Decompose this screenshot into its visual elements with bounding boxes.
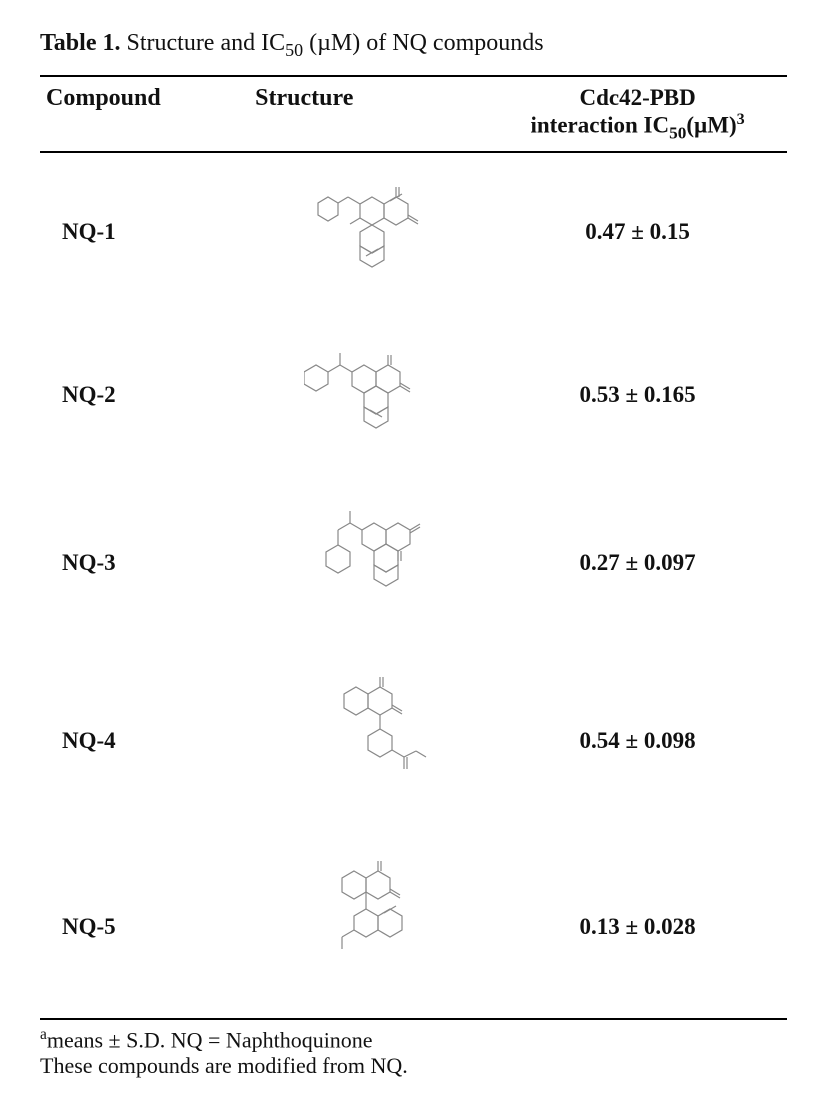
caption-label: Table 1.: [40, 30, 120, 56]
caption-text-b: (µM) of NQ compounds: [303, 30, 543, 56]
table-row: NQ-2: [40, 311, 787, 479]
molecule-icon: [304, 493, 434, 633]
structure-cell: [249, 152, 488, 311]
structure-cell: [249, 647, 488, 835]
molecule-icon: [304, 167, 434, 297]
nq-table: Compound Structure Cdc42-PBD interaction…: [40, 75, 787, 1020]
header-structure: Structure: [249, 76, 488, 152]
table-footnotes: ameans ± S.D. NQ = Naphthoquinone These …: [40, 1026, 787, 1079]
caption-text-a: Structure and IC: [126, 30, 285, 56]
compound-cell: NQ-3: [40, 479, 249, 647]
compound-cell: NQ-5: [40, 835, 249, 1019]
header-ic50: Cdc42-PBD interaction IC50(µM)3: [488, 76, 787, 152]
table-row: NQ-4 0.54: [40, 647, 787, 835]
ic50-cell: 0.27 ± 0.097: [488, 479, 787, 647]
compound-cell: NQ-4: [40, 647, 249, 835]
header-row: Compound Structure Cdc42-PBD interaction…: [40, 76, 787, 152]
header-ic50-line2: interaction IC50(µM)3: [494, 111, 781, 143]
compound-cell: NQ-2: [40, 311, 249, 479]
table-row: NQ-3: [40, 479, 787, 647]
table-row: NQ-1: [40, 152, 787, 311]
structure-cell: [249, 311, 488, 479]
footnote-line-1: ameans ± S.D. NQ = Naphthoquinone: [40, 1026, 787, 1053]
header-ic50-line1: Cdc42-PBD: [494, 85, 781, 111]
ic50-cell: 0.53 ± 0.165: [488, 311, 787, 479]
table-row: NQ-5 0.13: [40, 835, 787, 1019]
compound-cell: NQ-1: [40, 152, 249, 311]
ic50-cell: 0.47 ± 0.15: [488, 152, 787, 311]
structure-cell: [249, 835, 488, 1019]
molecule-icon: [304, 849, 434, 1004]
table-body: NQ-1: [40, 152, 787, 1019]
structure-cell: [249, 479, 488, 647]
table-caption: Table 1. Structure and IC50 (µM) of NQ c…: [40, 30, 787, 61]
ic50-cell: 0.13 ± 0.028: [488, 835, 787, 1019]
molecule-icon: [304, 661, 434, 821]
footnote-line-2: These compounds are modified from NQ.: [40, 1053, 787, 1079]
caption-sub: 50: [285, 40, 303, 60]
molecule-icon: [304, 325, 434, 465]
header-compound: Compound: [40, 76, 249, 152]
ic50-cell: 0.54 ± 0.098: [488, 647, 787, 835]
